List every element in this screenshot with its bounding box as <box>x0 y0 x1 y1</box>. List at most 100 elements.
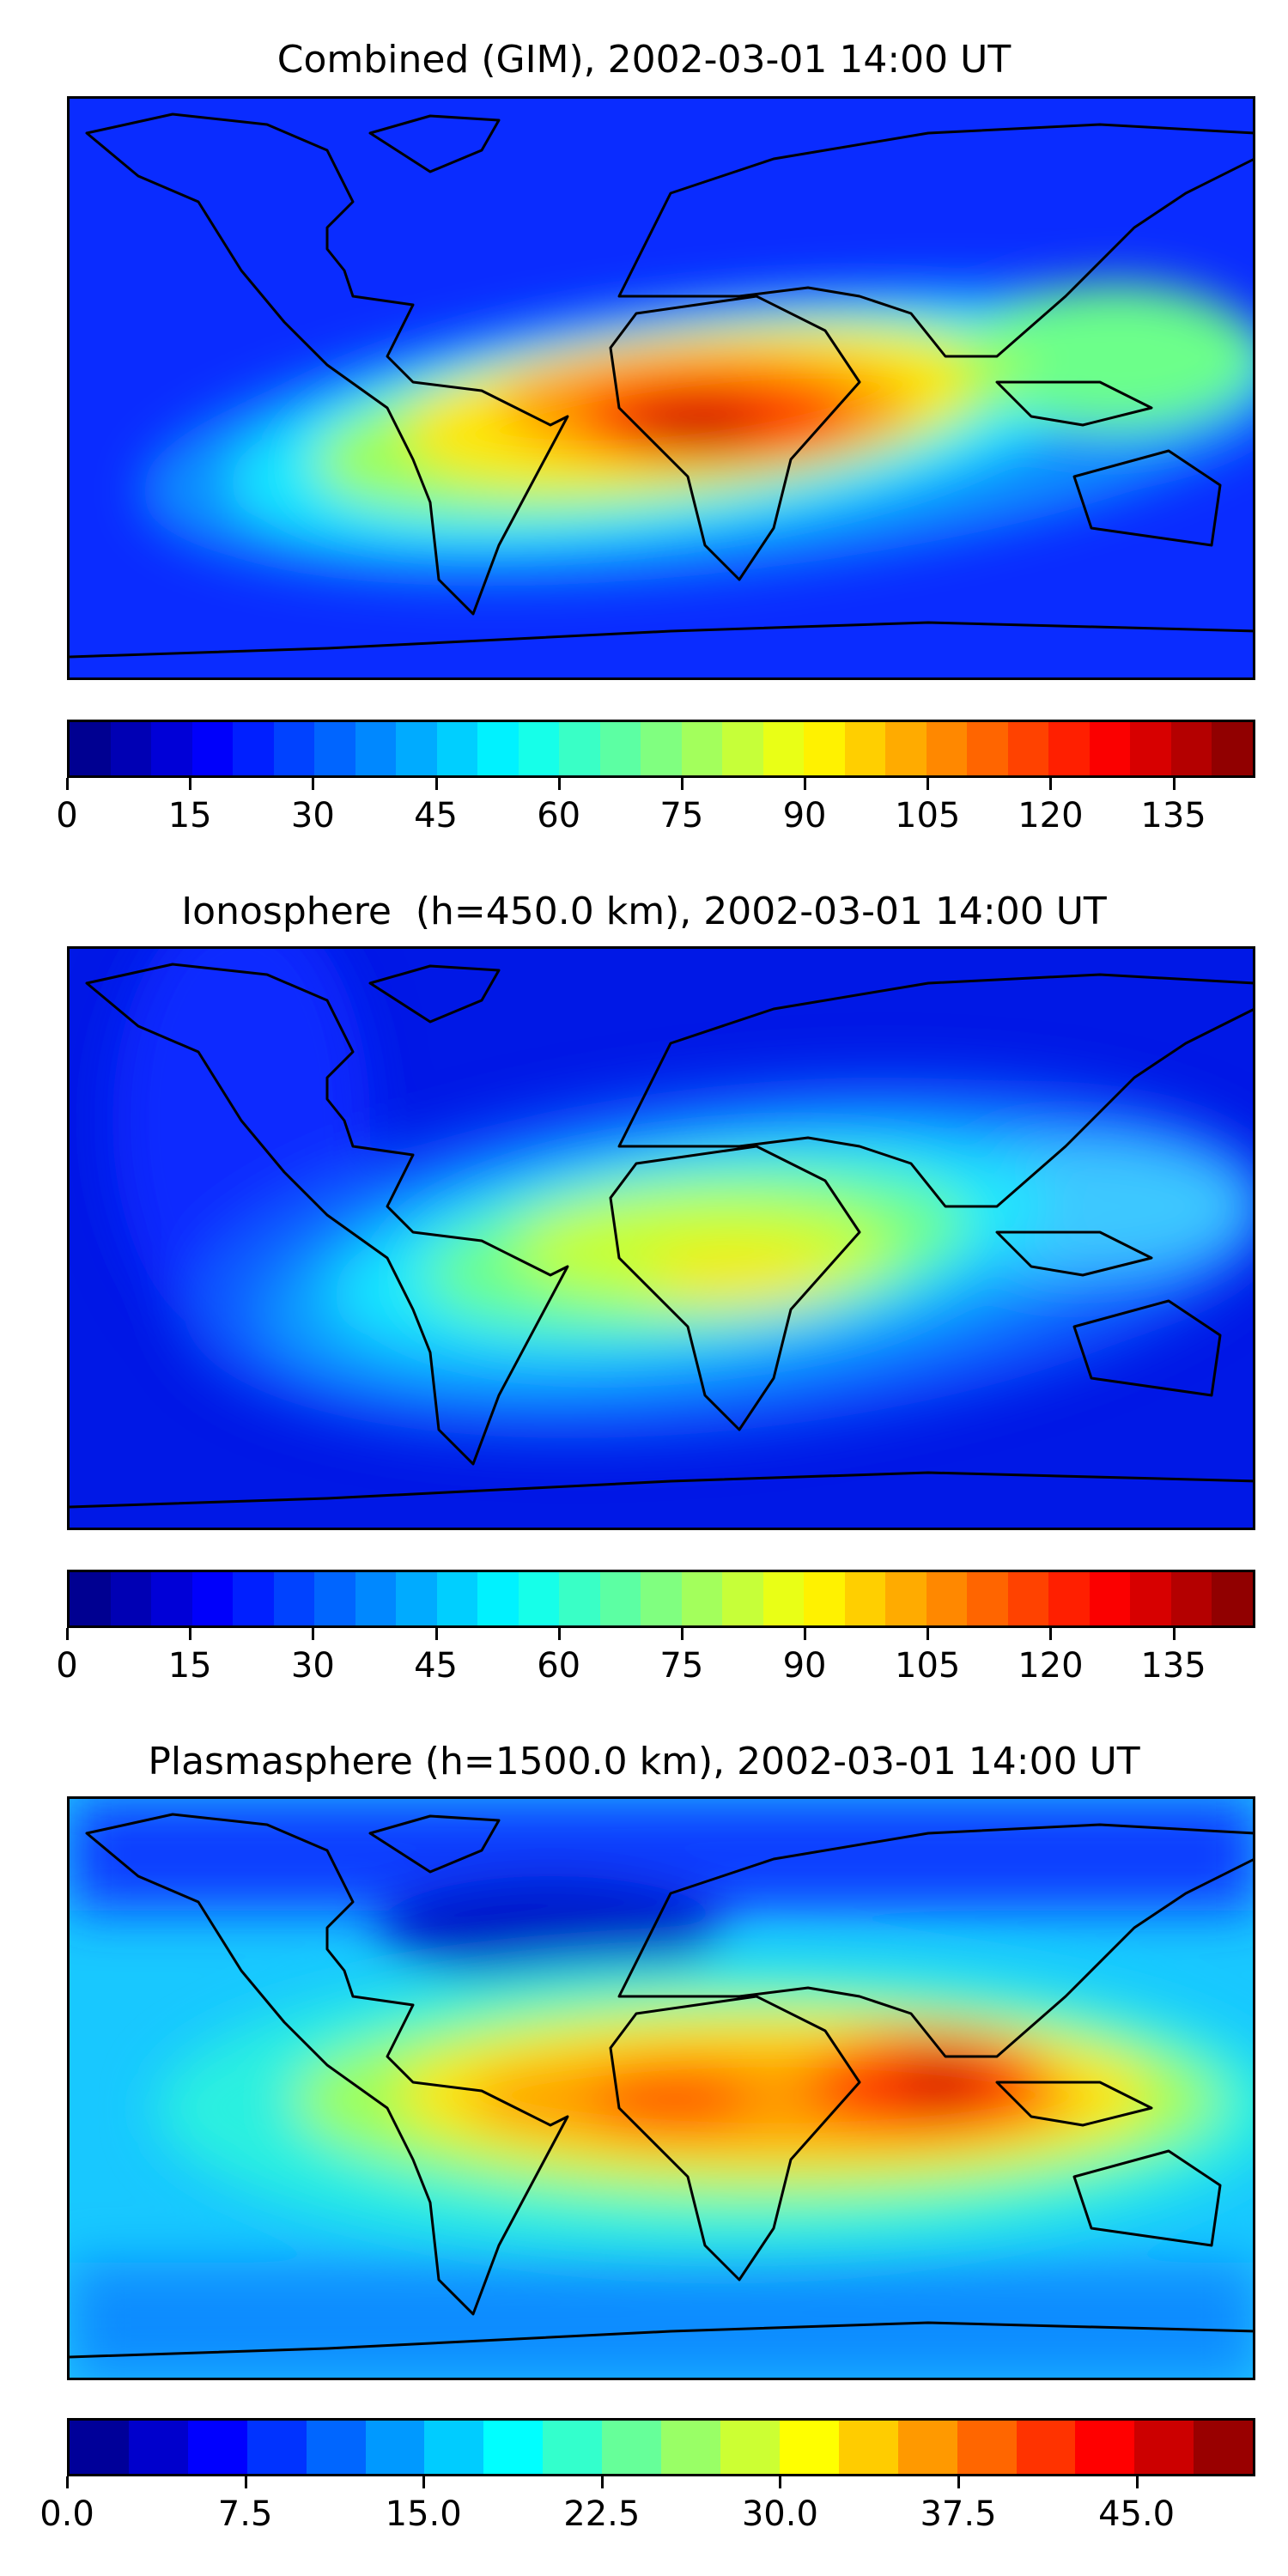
colorbar-segment <box>722 1572 763 1625</box>
colorbar-segment <box>1130 722 1171 775</box>
colorbar-segment <box>681 722 723 775</box>
colorbar-tick-label: 75 <box>659 796 704 835</box>
colorbar-segment <box>967 722 1008 775</box>
colorbar-tick-label: 30.0 <box>741 2494 818 2534</box>
colorbar-tick <box>779 2476 782 2488</box>
colorbar-segment <box>70 1572 111 1625</box>
panel-3-colorbar <box>67 2418 1255 2476</box>
colorbar-segment <box>804 1572 845 1625</box>
colorbar-segment <box>477 722 519 775</box>
colorbar-tick <box>680 1628 683 1640</box>
colorbar-tick <box>244 2476 247 2488</box>
colorbar-segment <box>1048 1572 1090 1625</box>
panel-2-title: Ionosphere (h=450.0 km), 2002-03-01 14:0… <box>181 890 1107 933</box>
field-peak <box>628 403 765 447</box>
panel-1-title: Combined (GIM), 2002-03-01 14:00 UT <box>276 38 1012 82</box>
colorbar-segment <box>1194 2421 1254 2474</box>
colorbar-segment <box>396 1572 437 1625</box>
coastlines <box>70 963 1253 1509</box>
colorbar-segment <box>762 722 805 775</box>
colorbar-segment <box>355 1572 397 1625</box>
colorbar-segment <box>233 722 274 775</box>
field-band <box>593 2065 748 2134</box>
field-peak <box>898 2060 984 2105</box>
colorbar-segment <box>720 2421 780 2474</box>
colorbar-tick <box>680 778 683 790</box>
panel-1-map-svg <box>70 99 1253 677</box>
field-peak <box>645 1249 834 1301</box>
panel-1-map <box>67 96 1255 680</box>
colorbar-tick-label: 105 <box>895 796 961 835</box>
colorbar-tick <box>189 778 192 790</box>
colorbar-tick <box>1172 1628 1176 1640</box>
panel-3-title: Plasmasphere (h=1500.0 km), 2002-03-01 1… <box>148 1740 1140 1783</box>
colorbar-tick <box>804 778 807 790</box>
colorbar-segment <box>804 722 845 775</box>
panel-3-map <box>67 1796 1255 2380</box>
colorbar-segment <box>273 1572 315 1625</box>
colorbar-tick-label: 90 <box>782 796 827 835</box>
colorbar-segment <box>641 1572 682 1625</box>
colorbar-tick <box>1049 1628 1053 1640</box>
colorbar-segment <box>246 2421 307 2474</box>
panel-1-colorbar <box>67 720 1255 778</box>
colorbar-segment <box>436 722 478 775</box>
colorbar-segment <box>559 1572 600 1625</box>
colorbar-segment <box>110 1572 152 1625</box>
colorbar-segment <box>641 722 682 775</box>
panel-2-colorbar-ticks: 0 15 30 45 60 75 90 105 120 135 <box>56 1628 1255 1688</box>
colorbar-tick-label: 0 <box>56 1646 78 1686</box>
colorbar-segment <box>926 722 968 775</box>
colorbar-segment <box>110 722 152 775</box>
colorbar-segment <box>70 722 111 775</box>
colorbar-tick-label: 120 <box>1018 1646 1084 1686</box>
colorbar-tick <box>600 2476 604 2488</box>
colorbar-segment <box>483 2421 544 2474</box>
colorbar-segment <box>543 2421 603 2474</box>
colorbar-tick <box>312 1628 315 1640</box>
colorbar-segment <box>355 722 397 775</box>
colorbar-tick-label: 60 <box>537 1646 581 1686</box>
colorbar-tick <box>927 1628 930 1640</box>
colorbar-segment <box>926 1572 968 1625</box>
colorbar-tick <box>1172 778 1176 790</box>
colorbar-tick-label: 15 <box>167 1646 212 1686</box>
colorbar-tick <box>434 1628 438 1640</box>
colorbar-tick-label: 15 <box>167 796 212 835</box>
colorbar-tick-label: 22.5 <box>563 2494 641 2534</box>
colorbar-segment <box>1007 722 1049 775</box>
colorbar-segment <box>885 722 927 775</box>
colorbar-segment <box>1089 722 1131 775</box>
colorbar-segment <box>151 1572 192 1625</box>
colorbar-segment <box>599 1572 641 1625</box>
colorbar-tick-label: 135 <box>1140 1646 1206 1686</box>
colorbar-tick-label: 45 <box>414 1646 458 1686</box>
colorbar-tick-label: 120 <box>1018 796 1084 835</box>
colorbar-segment <box>128 2421 188 2474</box>
colorbar-tick-label: 60 <box>537 796 581 835</box>
panel-2-colorbar <box>67 1570 1255 1628</box>
colorbar-tick <box>434 778 438 790</box>
colorbar-segment <box>151 722 192 775</box>
colorbar-segment <box>518 1572 560 1625</box>
colorbar-segment <box>661 2421 720 2474</box>
panel-1-colorbar-ticks: 0 15 30 45 60 75 90 105 120 135 <box>56 778 1255 838</box>
colorbar-segment <box>518 722 560 775</box>
colorbar-segment <box>1130 1572 1171 1625</box>
colorbar-segment <box>424 2421 484 2474</box>
colorbar-tick <box>422 2476 426 2488</box>
colorbar-segment <box>1007 1572 1049 1625</box>
colorbar-segment <box>70 2421 129 2474</box>
colorbar-tick-label: 7.5 <box>217 2494 273 2534</box>
colorbar-segment <box>191 1572 234 1625</box>
colorbar-tick <box>557 1628 561 1640</box>
colorbar-segment <box>1170 1572 1212 1625</box>
colorbar-segment <box>477 1572 519 1625</box>
colorbar-tick-label: 0.0 <box>39 2494 94 2534</box>
colorbar-segment <box>187 2421 247 2474</box>
colorbar-tick <box>557 778 561 790</box>
colorbar-segment <box>762 1572 805 1625</box>
colorbar-segment <box>599 722 641 775</box>
colorbar-segment <box>1134 2421 1194 2474</box>
colorbar-tick-label: 37.5 <box>920 2494 997 2534</box>
